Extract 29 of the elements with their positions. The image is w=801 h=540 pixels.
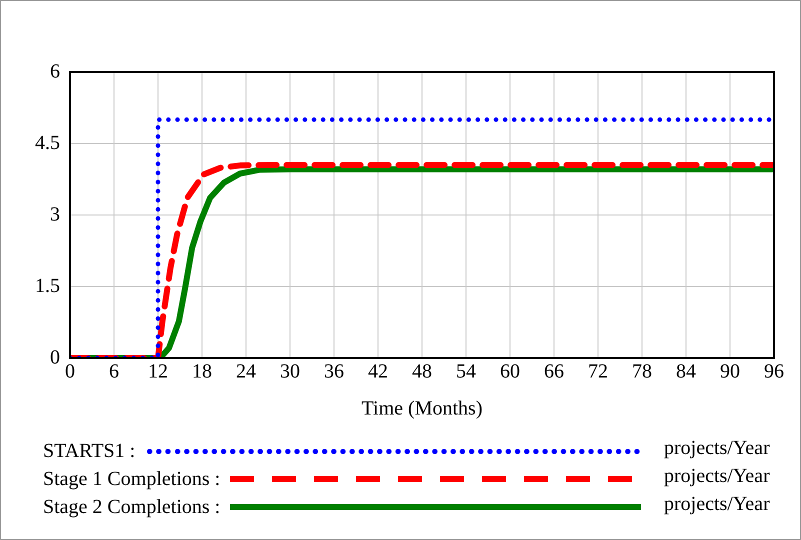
x-tick-label: 0 <box>65 360 75 382</box>
y-tick-label: 4.5 <box>35 132 60 154</box>
text: projects/Year <box>664 493 770 516</box>
x-tick-label: 72 <box>588 360 608 382</box>
legend-label: STARTS1 : <box>43 440 136 462</box>
y-tick-label: 6 <box>50 60 60 82</box>
x-tick-label: 84 <box>676 360 696 382</box>
x-tick-label: 24 <box>236 360 256 382</box>
y-tick-label: 1.5 <box>35 274 60 297</box>
text: projects/Year <box>664 437 770 460</box>
text: projects/Year <box>664 465 770 488</box>
x-tick-label: 36 <box>324 360 344 382</box>
x-tick-label: 78 <box>632 360 652 382</box>
x-tick-label: 54 <box>456 360 476 382</box>
y-tick-label: 0 <box>50 346 60 368</box>
x-tick-label: 30 <box>280 360 300 382</box>
x-tick-label: 96 <box>764 360 784 382</box>
x-tick-label: 90 <box>720 360 740 382</box>
x-axis-title: Time (Months) <box>362 397 482 420</box>
x-tick-label: 66 <box>544 360 564 382</box>
x-tick-label: 18 <box>192 360 212 382</box>
legend-label: Stage 1 Completions : <box>43 468 220 490</box>
y-tick-label: 3 <box>50 203 60 226</box>
x-tick-label: 48 <box>412 360 432 382</box>
legend-label: Stage 2 Completions : <box>43 496 220 518</box>
x-tick-label: 42 <box>368 360 388 382</box>
x-tick-label: 6 <box>109 360 119 382</box>
x-tick-label: 60 <box>500 360 520 382</box>
x-tick-label: 12 <box>148 360 168 382</box>
